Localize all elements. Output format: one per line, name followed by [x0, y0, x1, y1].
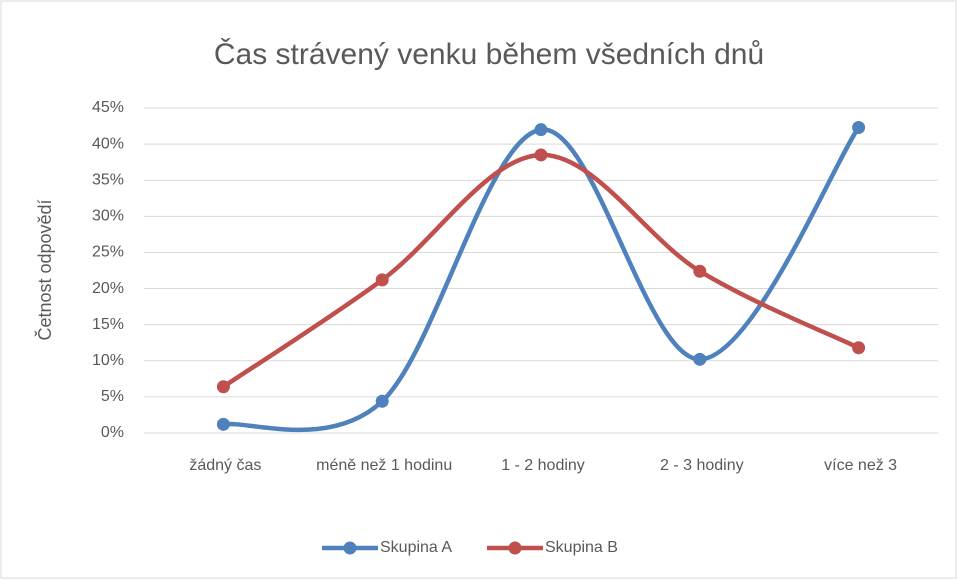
legend-marker	[508, 541, 522, 555]
y-tick-label: 0%	[101, 424, 124, 441]
legend-label: Skupina A	[380, 539, 452, 556]
series-line	[221, 125, 861, 432]
y-tick-label: 5%	[101, 388, 124, 405]
y-tick-label: 25%	[92, 244, 124, 261]
x-tick-label: 2 - 3 hodiny	[659, 457, 744, 474]
x-tick-label: více než 3	[824, 457, 898, 474]
y-tick-label: 10%	[92, 352, 124, 369]
point-marker	[216, 417, 230, 431]
y-tick-label: 35%	[92, 171, 124, 188]
legend-label: Skupina B	[545, 539, 618, 556]
y-tick-label: 15%	[92, 316, 124, 333]
y-tick-label: 20%	[92, 280, 124, 297]
y-tick-label: 30%	[92, 208, 124, 225]
legend-marker	[343, 541, 357, 555]
x-tick-label: méně než 1 hodinu	[316, 457, 453, 474]
point-marker	[693, 352, 707, 366]
point-marker	[216, 380, 230, 394]
point-marker	[693, 264, 707, 278]
y-axis-label: Četnost odpovědí	[34, 199, 55, 340]
point-marker	[375, 273, 389, 287]
point-marker	[534, 148, 548, 162]
point-marker	[375, 394, 389, 408]
x-tick-label: žádný čas	[189, 457, 262, 474]
point-marker	[852, 341, 866, 355]
y-tick-label: 40%	[92, 135, 124, 152]
chart-title: Čas strávený venku během všedních dnů	[214, 37, 764, 71]
y-tick-label: 45%	[92, 99, 124, 116]
point-marker	[534, 123, 548, 137]
point-marker	[852, 121, 866, 134]
x-tick-label: 1 - 2 hodiny	[501, 457, 585, 474]
